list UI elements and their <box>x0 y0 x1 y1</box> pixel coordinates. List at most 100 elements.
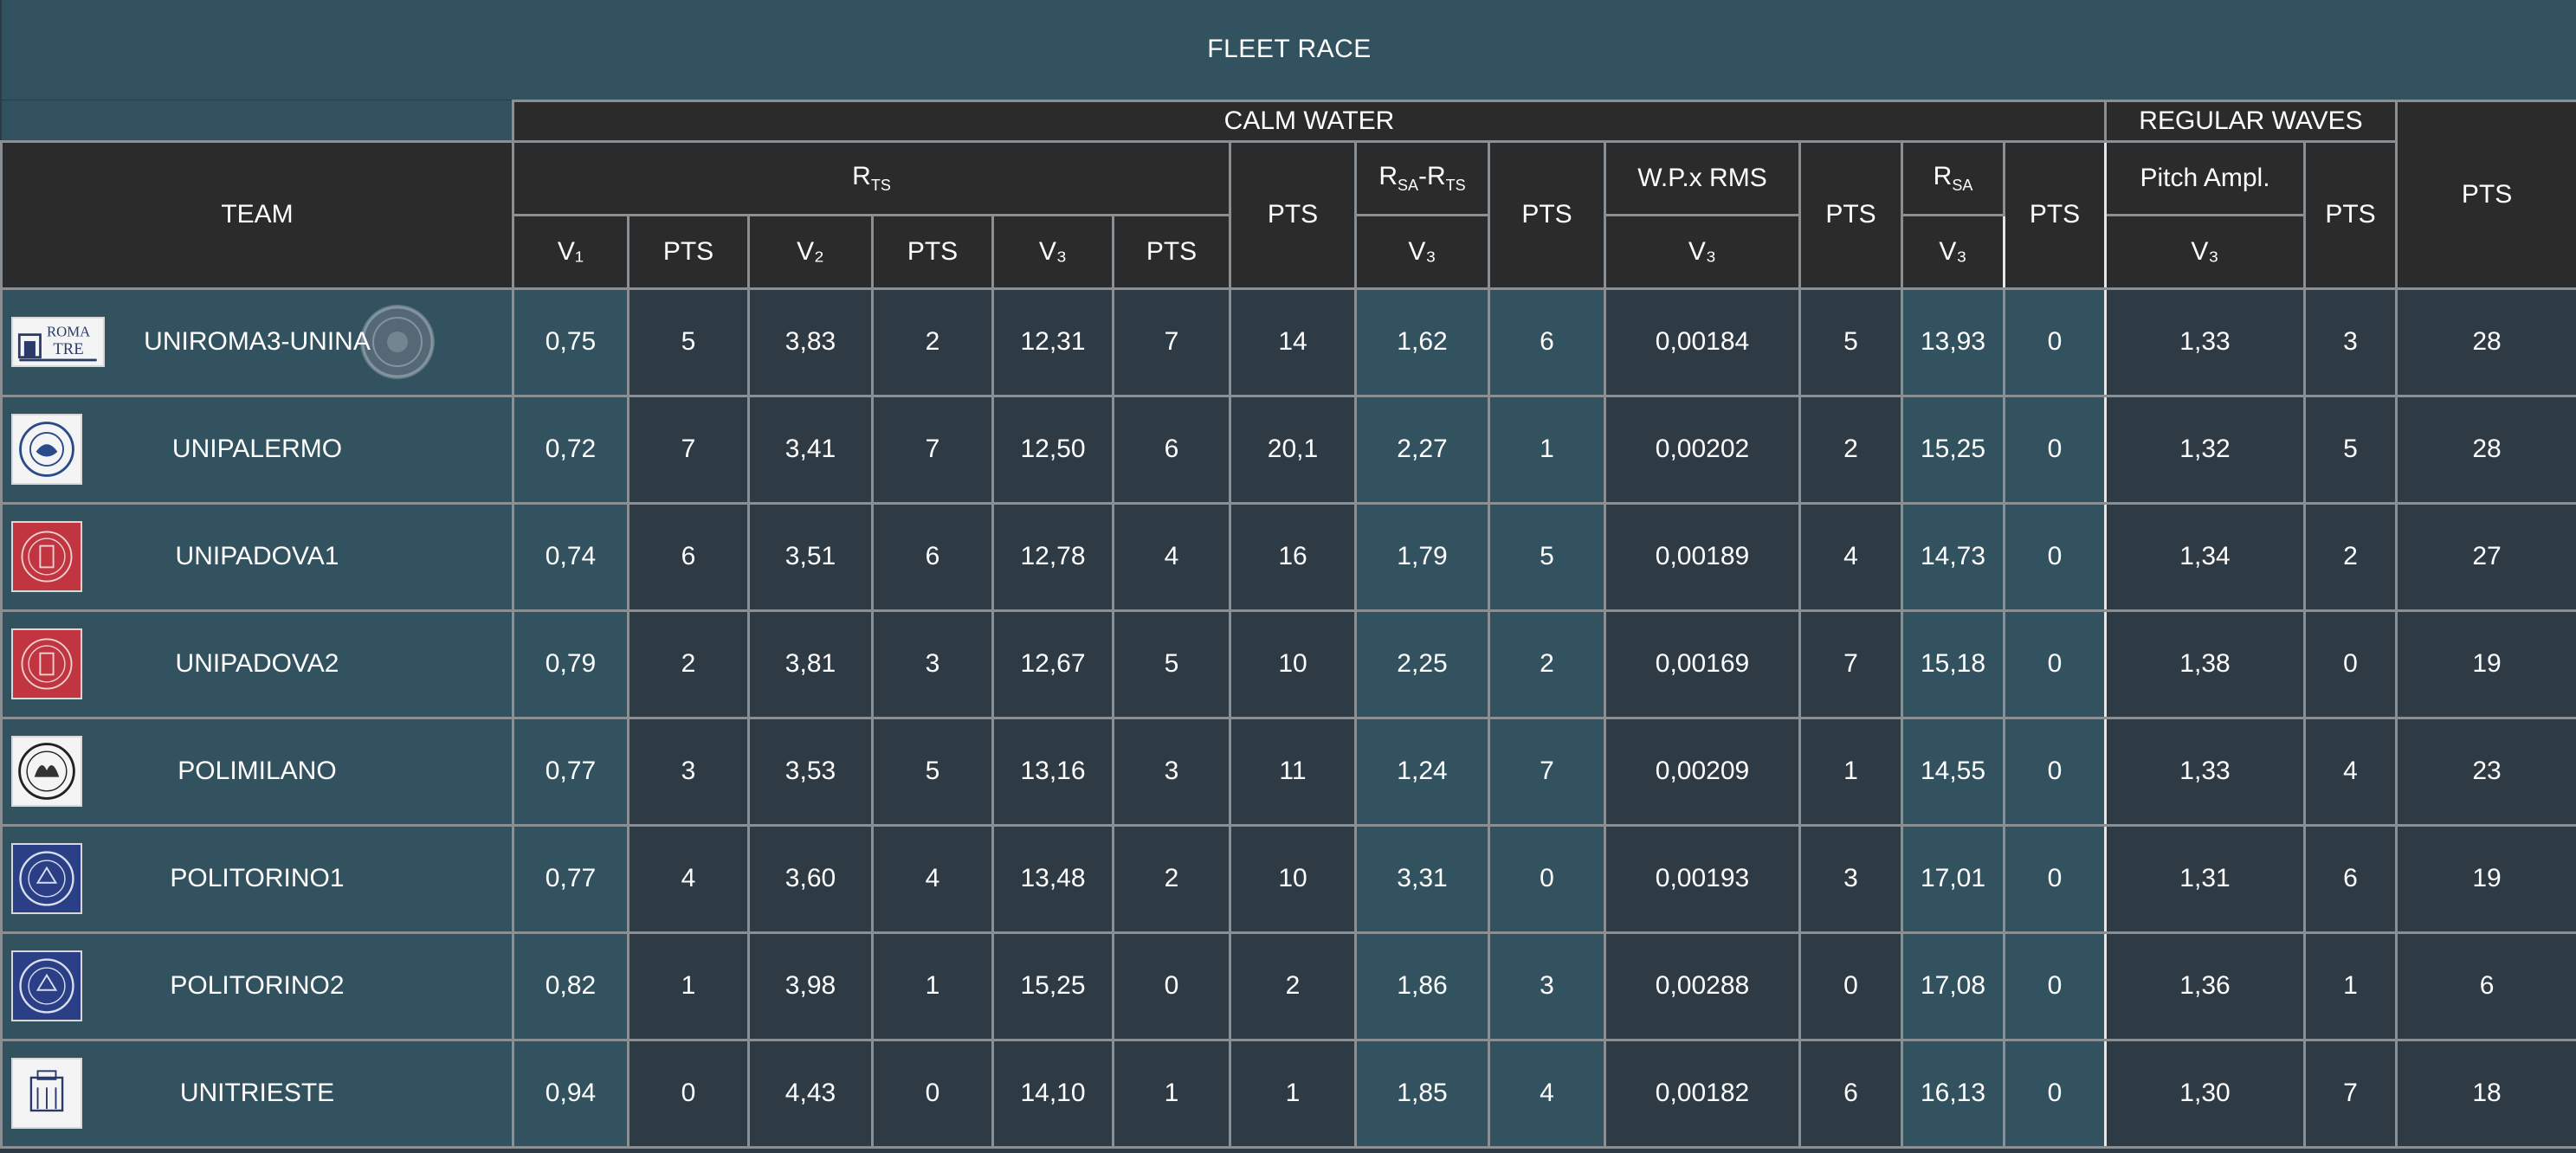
total-pts-cell: 23 <box>2394 716 2576 827</box>
pts-v3-cell: 1 <box>1112 1038 1231 1149</box>
header-wp-v3: V₃ <box>1604 213 1801 290</box>
pts-v2-cell: 7 <box>871 394 994 505</box>
total-pts-cell: 19 <box>2394 609 2576 719</box>
team-name: UNITRIESTE <box>179 1079 335 1107</box>
team-cell: POLITORINO2 <box>0 931 514 1041</box>
wp-rms-value-cell: 0,00169 <box>1604 609 1801 719</box>
wp-rms-value-cell: 0,00288 <box>1604 931 1801 1041</box>
header-pts-pitch: PTS <box>2303 139 2398 290</box>
pts-rts-cell: 1 <box>1229 1038 1357 1149</box>
pts-rsa-rts-cell: 4 <box>1488 1038 1606 1149</box>
team-name: UNIROMA3-UNINA <box>144 327 371 356</box>
header-rts-main: R <box>852 161 871 190</box>
table-row: UNIPALERMO 0,72 7 3,41 7 12,50 6 20,1 2,27 1 0,002… <box>0 394 2576 505</box>
polito-seal-logo-icon <box>11 950 82 1021</box>
header-pitch-v3: V₃ <box>2104 213 2306 290</box>
header-rsa-rts-a-sub: SA <box>1397 176 1418 194</box>
roma-tre-logo-icon: ROMA TRE <box>11 317 105 367</box>
unina-seal-logo-icon <box>360 305 435 379</box>
header-rsa-rts-b-sub: TS <box>1445 176 1466 194</box>
rsa-rts-value-cell: 1,86 <box>1354 931 1490 1041</box>
pts-rts-cell: 2 <box>1229 931 1357 1041</box>
pts-rsa-rts-cell: 1 <box>1488 394 1606 505</box>
pitch-value-cell: 1,36 <box>2104 931 2306 1041</box>
pts-v1-cell: 3 <box>627 716 750 827</box>
pts-v2-cell: 4 <box>871 823 994 934</box>
pts-v2-cell: 3 <box>871 609 994 719</box>
pts-v3-cell: 7 <box>1112 287 1231 397</box>
rsa-rts-value-cell: 1,79 <box>1354 501 1490 612</box>
pts-v3-cell: 5 <box>1112 609 1231 719</box>
v3-cell: 12,78 <box>991 501 1114 612</box>
pts-rsa-cell: 0 <box>2003 287 2107 397</box>
team-cell: UNIPADOVA1 <box>0 501 514 612</box>
pts-rsa-rts-cell: 7 <box>1488 716 1606 827</box>
team-name: UNIPADOVA2 <box>175 649 339 678</box>
pts-wp-cell: 7 <box>1798 609 1903 719</box>
v1-cell: 0,79 <box>512 609 629 719</box>
wp-rms-value-cell: 0,00182 <box>1604 1038 1801 1149</box>
pts-wp-cell: 4 <box>1798 501 1903 612</box>
pts-rsa-cell: 0 <box>2003 716 2107 827</box>
table-row: ROMA TRE UNIROMA3-UNINA 0,75 5 3,83 2 12,31 7 14 1… <box>0 287 2576 397</box>
pts-rts-cell: 11 <box>1229 716 1357 827</box>
pts-v3-cell: 2 <box>1112 823 1231 934</box>
pts-v3-cell: 3 <box>1112 716 1231 827</box>
v3-cell: 12,67 <box>991 609 1114 719</box>
table-row: POLIMILANO 0,77 3 3,53 5 13,16 3 11 1,24 7 0,00209… <box>0 716 2576 827</box>
pts-rsa-rts-cell: 2 <box>1488 609 1606 719</box>
pts-rsa-rts-cell: 5 <box>1488 501 1606 612</box>
pts-v1-cell: 6 <box>627 501 750 612</box>
header-rts-sub: TS <box>870 176 891 194</box>
header-pts-v3: PTS <box>1112 213 1231 290</box>
palermo-seal-logo-icon <box>11 414 82 485</box>
svg-text:ROMA: ROMA <box>47 323 90 339</box>
rsa-value-cell: 17,01 <box>1901 823 2005 934</box>
header-rsa-sub: SA <box>1952 176 1973 194</box>
pts-v1-cell: 7 <box>627 394 750 505</box>
pitch-value-cell: 1,30 <box>2104 1038 2306 1149</box>
pts-rts-cell: 20,1 <box>1229 394 1357 505</box>
header-pts-rsa: PTS <box>2003 139 2107 290</box>
rsa-value-cell: 15,18 <box>1901 609 2005 719</box>
pts-pitch-cell: 4 <box>2303 716 2398 827</box>
table-title: FLEET RACE <box>1 0 2576 100</box>
group-calm-water: CALM WATER <box>512 99 2107 143</box>
total-pts-cell: 28 <box>2394 394 2576 505</box>
team-name: POLIMILANO <box>178 757 337 785</box>
pts-rsa-cell: 0 <box>2003 609 2107 719</box>
v1-cell: 0,82 <box>512 931 629 1041</box>
table-row: POLITORINO1 0,77 4 3,60 4 13,48 2 10 3,31 0 0,0019… <box>0 823 2576 934</box>
pts-wp-cell: 5 <box>1798 287 1903 397</box>
header-pts-rts: PTS <box>1229 139 1357 290</box>
header-rsa-v3: V₃ <box>1901 213 2005 290</box>
v3-cell: 13,16 <box>991 716 1114 827</box>
total-pts-cell: 27 <box>2394 501 2576 612</box>
team-name: UNIPALERMO <box>171 435 343 463</box>
rsa-value-cell: 13,93 <box>1901 287 2005 397</box>
pts-v1-cell: 1 <box>627 931 750 1041</box>
trieste-seal-logo-icon <box>11 1058 82 1129</box>
header-rsa-rts-b: -R <box>1418 161 1446 190</box>
svg-text:TRE: TRE <box>53 340 83 358</box>
header-team: TEAM <box>0 139 514 290</box>
team-name: POLITORINO2 <box>170 971 345 1000</box>
pts-v3-cell: 0 <box>1112 931 1231 1041</box>
header-wp-rms: W.P.x RMS <box>1604 139 1801 216</box>
pitch-value-cell: 1,33 <box>2104 287 2306 397</box>
v1-cell: 0,94 <box>512 1038 629 1149</box>
header-v3: V₃ <box>991 213 1114 290</box>
pts-wp-cell: 2 <box>1798 394 1903 505</box>
pts-wp-cell: 6 <box>1798 1038 1903 1149</box>
pts-v3-cell: 6 <box>1112 394 1231 505</box>
header-v1: V₁ <box>512 213 629 290</box>
pts-pitch-cell: 6 <box>2303 823 2398 934</box>
v2-cell: 3,41 <box>747 394 874 505</box>
pts-v1-cell: 4 <box>627 823 750 934</box>
v1-cell: 0,77 <box>512 716 629 827</box>
pts-v1-cell: 0 <box>627 1038 750 1149</box>
pts-rsa-cell: 0 <box>2003 1038 2107 1149</box>
pts-rts-cell: 14 <box>1229 287 1357 397</box>
rsa-value-cell: 17,08 <box>1901 931 2005 1041</box>
